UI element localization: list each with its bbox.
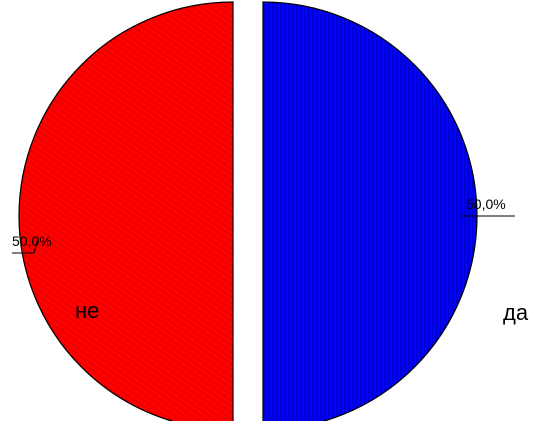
leader-line-ne-tick [33,237,39,254]
pie-slices [18,1,478,421]
percent-label-ne: 50,0% [12,233,52,249]
percent-label-da: 50,0% [466,196,506,212]
category-label-da: да [503,300,529,325]
pie-slice-da [262,1,478,421]
pie-slice-ne [18,1,234,421]
category-label-ne: не [75,298,99,323]
